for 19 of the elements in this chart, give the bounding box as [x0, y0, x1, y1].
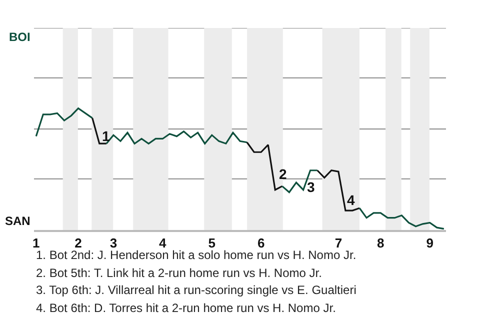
x-tick-label: 3 — [110, 236, 118, 251]
text: 2. Bot 5th: T. Link hit a 2-run home run vs H. Nomo Jr. — [36, 266, 322, 280]
text: SAN — [5, 214, 30, 228]
text: 3. Top 6th: J. Villarreal hit a run-scoring single vs E. Gualtieri — [36, 283, 356, 297]
annotation: 4 — [347, 192, 355, 208]
text: 4. Bot 6th: D. Torres hit a 2-run home run vs H. Nomo Jr. — [36, 301, 336, 315]
x-tick-label: 2 — [74, 236, 82, 251]
text: 1. Bot 2nd: J. Henderson hit a solo home run vs H. Nomo Jr. — [36, 248, 356, 262]
x-tick-label: 8 — [376, 236, 384, 251]
annotation: 2 — [279, 166, 287, 182]
text: BOI — [9, 30, 30, 44]
annotation: 1 — [102, 128, 110, 144]
x-tick-label: 9 — [426, 236, 434, 251]
x-tick-label: 6 — [257, 236, 265, 251]
x-tick-label: 4 — [159, 236, 168, 251]
x-tick-label: 1 — [32, 236, 40, 251]
x-tick-label: 5 — [208, 236, 216, 251]
annotation: 3 — [307, 179, 315, 195]
x-tick-label: 7 — [334, 236, 342, 251]
